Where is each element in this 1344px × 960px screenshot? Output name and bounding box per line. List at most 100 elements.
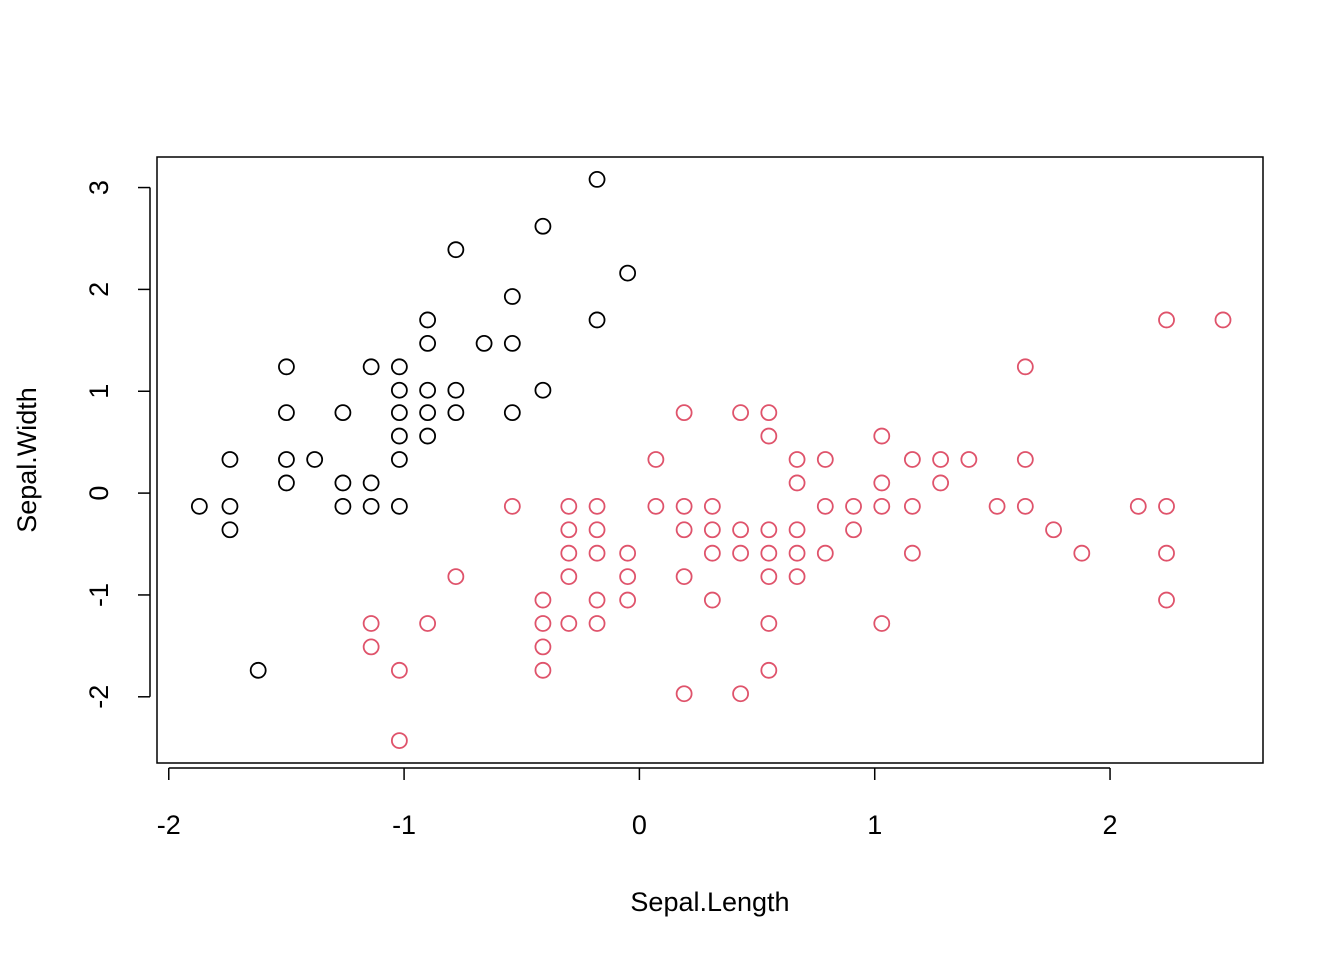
data-point <box>503 288 521 305</box>
plot-frame <box>156 156 1264 764</box>
y-axis-label: Sepal.Width <box>12 387 42 533</box>
data-point <box>1158 591 1175 609</box>
x-tick-label: -1 <box>392 810 416 840</box>
data-point <box>503 497 521 515</box>
data-point <box>675 404 693 422</box>
data-point <box>588 521 606 539</box>
data-point <box>760 427 778 445</box>
data-point <box>703 521 721 539</box>
data-point <box>1016 497 1034 515</box>
data-point <box>390 427 408 445</box>
data-point <box>334 497 352 515</box>
data-point <box>390 404 408 422</box>
data-point <box>760 568 778 586</box>
data-point <box>788 568 806 586</box>
data-point <box>873 474 891 492</box>
data-point <box>816 544 834 562</box>
data-point <box>732 544 749 562</box>
x-tick-label: -2 <box>157 810 181 840</box>
data-point <box>390 497 408 515</box>
y-tick-label: 2 <box>84 282 114 297</box>
data-point <box>503 334 521 352</box>
data-point <box>419 311 437 329</box>
data-point <box>588 171 606 188</box>
data-point <box>419 427 437 445</box>
data-point <box>675 521 693 539</box>
data-point <box>1045 521 1062 539</box>
data-point <box>675 497 693 515</box>
data-point <box>732 685 749 703</box>
data-point <box>334 474 352 492</box>
data-point <box>845 521 862 539</box>
data-point <box>732 404 749 422</box>
data-point <box>788 544 806 562</box>
data-point <box>278 404 295 422</box>
data-point <box>619 591 637 609</box>
y-tick-label: -1 <box>84 583 114 607</box>
data-point <box>475 334 493 352</box>
x-tick-label: 2 <box>1103 810 1118 840</box>
data-point <box>390 732 408 749</box>
x-tick-label: 0 <box>632 810 647 840</box>
data-point <box>1214 311 1232 329</box>
y-tick-label: 3 <box>84 180 114 195</box>
data-point <box>788 451 806 468</box>
data-point <box>619 568 637 586</box>
data-point <box>362 638 380 656</box>
data-point <box>534 661 552 679</box>
data-point <box>534 615 552 632</box>
data-point <box>560 615 578 632</box>
data-point <box>816 497 834 515</box>
data-point <box>1073 544 1091 562</box>
data-point <box>703 497 721 515</box>
data-point <box>788 521 806 539</box>
y-tick-label: -2 <box>84 685 114 709</box>
data-point <box>588 615 606 632</box>
data-point <box>619 264 637 282</box>
data-point <box>534 591 552 609</box>
data-point <box>390 381 408 399</box>
data-point <box>873 427 891 445</box>
data-point <box>221 451 239 468</box>
data-point <box>732 521 749 539</box>
data-point <box>873 615 891 632</box>
data-point <box>960 451 978 468</box>
data-point <box>703 591 721 609</box>
data-point <box>903 544 921 562</box>
data-point <box>873 497 891 515</box>
y-tick-label: 0 <box>84 486 114 501</box>
data-point <box>362 358 380 376</box>
data-point <box>619 544 637 562</box>
data-point <box>390 358 408 376</box>
data-point <box>390 661 408 679</box>
data-point <box>190 497 208 515</box>
data-point <box>932 451 950 468</box>
data-point <box>932 474 950 492</box>
data-point <box>588 497 606 515</box>
data-point <box>221 497 239 515</box>
data-point <box>419 334 437 352</box>
data-point <box>1158 497 1175 515</box>
data-points <box>190 171 1232 749</box>
data-point <box>760 661 778 679</box>
data-point <box>675 685 693 703</box>
data-point <box>419 615 437 632</box>
data-point <box>588 544 606 562</box>
data-point <box>1158 311 1175 329</box>
x-tick-label: 1 <box>867 810 882 840</box>
data-point <box>560 544 578 562</box>
data-point <box>988 497 1006 515</box>
data-point <box>588 591 606 609</box>
data-point <box>647 497 665 515</box>
data-point <box>390 451 408 468</box>
data-point <box>703 544 721 562</box>
data-point <box>560 497 578 515</box>
data-point <box>419 404 437 422</box>
data-point <box>1129 497 1147 515</box>
data-point <box>447 404 465 422</box>
data-point <box>534 638 552 656</box>
data-point <box>534 381 552 399</box>
data-point <box>362 615 380 632</box>
y-axis: -2 -1 0 1 2 3 <box>84 180 151 709</box>
